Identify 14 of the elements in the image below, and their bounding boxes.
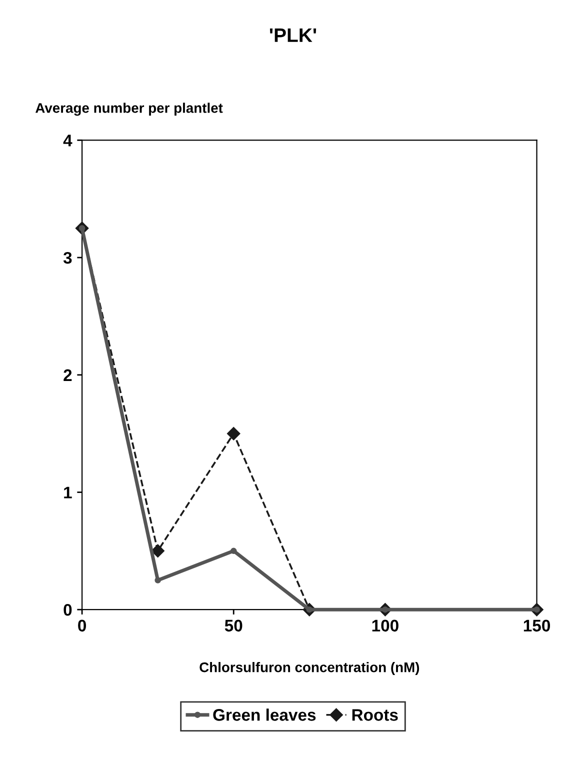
y-tick-label: 1 [64, 486, 72, 498]
y-tick-label: 4 [63, 134, 72, 146]
y-axis-title: Average number per plantlet [36, 102, 223, 116]
x-tick-label: 150 [524, 620, 550, 632]
x-axis-title: Chlorsulfuron concentration (nM) [200, 662, 420, 675]
y-tick-label: 2 [64, 369, 72, 381]
y-tick-label: 0 [64, 604, 72, 616]
x-tick-label: 50 [224, 620, 242, 632]
x-tick-label: 100 [372, 620, 398, 632]
legend-label: Green leaves [213, 708, 316, 721]
legend-label: Roots [352, 709, 398, 721]
chart-title: 'PLK' [270, 28, 316, 42]
y-tick-label: 3 [63, 252, 72, 264]
x-tick-label: 0 [78, 620, 86, 632]
